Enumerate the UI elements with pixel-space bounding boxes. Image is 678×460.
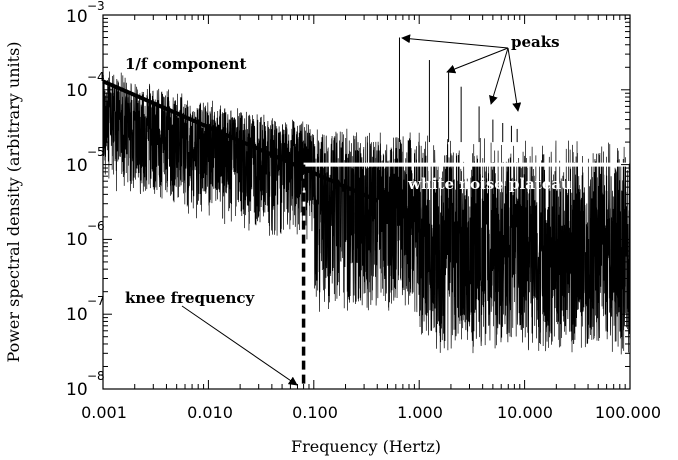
x-tick-label-5: 100.000	[595, 403, 661, 422]
plot-frame	[102, 14, 631, 390]
y-tick-label-5: 10 −3	[66, 0, 105, 27]
svg-text:10: 10	[66, 380, 88, 400]
one-over-f-line	[102, 79, 379, 203]
x-tick-label-4: 10.000	[497, 403, 553, 422]
peaks-arrow-1	[401, 34, 509, 49]
peaks-label: peaks	[511, 33, 560, 51]
peaks-arrow-4	[507, 47, 522, 112]
svg-text:10: 10	[66, 81, 88, 101]
x-tick-label-0: 0.001	[81, 403, 127, 422]
peaks-arrow-3	[489, 47, 509, 105]
knee-frequency-label: knee frequency	[125, 289, 255, 307]
svg-text:−5: −5	[87, 145, 105, 159]
y-tick-label-1: 10 −7	[66, 294, 105, 325]
spectrum-trace	[103, 71, 630, 355]
y-tick-label-3: 10 −5	[66, 145, 105, 176]
x-tick-label-2: 0.100	[292, 403, 338, 422]
power-spectrum-series	[103, 37, 630, 355]
svg-text:10: 10	[66, 7, 88, 27]
x-tick-label-3: 1.000	[397, 403, 443, 422]
y-tick-label-2: 10 −6	[66, 219, 105, 250]
peaks-arrow-2	[446, 47, 509, 74]
svg-text:−6: −6	[87, 219, 105, 233]
svg-text:10: 10	[66, 305, 88, 325]
x-axis-title: Frequency (Hertz)	[291, 437, 441, 456]
peaks-arrows	[401, 34, 522, 112]
y-tick-label-0: 10 −8	[66, 369, 105, 400]
overlay-lines	[102, 79, 628, 389]
y-tick-label-4: 10 −4	[66, 70, 105, 101]
y-axis-title: Power spectral density (arbitrary units)	[4, 41, 23, 362]
x-tick-label-1: 0.010	[187, 403, 233, 422]
svg-text:10: 10	[66, 156, 88, 176]
svg-text:−8: −8	[87, 369, 105, 383]
one-over-f-label: 1/f component	[125, 55, 246, 73]
white-noise-label: white noise plateau	[407, 175, 572, 193]
knee-arrow	[181, 305, 298, 386]
svg-text:10: 10	[66, 230, 88, 250]
svg-text:−3: −3	[87, 0, 105, 13]
svg-text:−7: −7	[87, 294, 105, 308]
svg-text:−4: −4	[87, 70, 105, 84]
